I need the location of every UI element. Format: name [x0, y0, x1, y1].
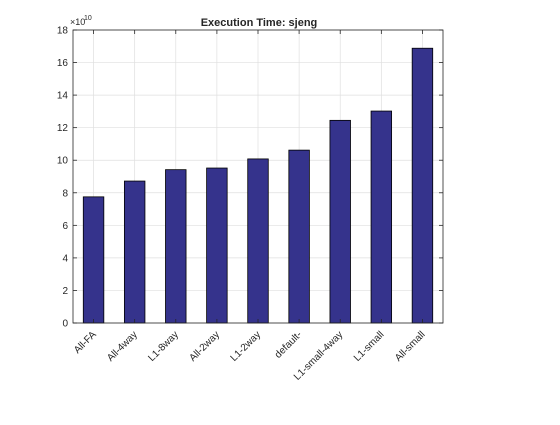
bar-All-FA: [82, 196, 105, 324]
y-tick-label: 12: [57, 123, 69, 134]
y-axis: 0 2 4 6 8 10 12 14 16 18: [57, 26, 443, 330]
bar-L1-2way: [247, 158, 269, 324]
bar-L1-small: [370, 110, 393, 324]
bar-default-: [288, 149, 310, 324]
chart-title: Execution Time: sjeng: [201, 17, 318, 29]
y-exponent-power: 10: [84, 15, 92, 22]
bar-All-small: [411, 47, 434, 324]
y-tick-label: 0: [62, 319, 68, 330]
bar-L1-small-4way: [329, 119, 351, 324]
bar-L1-8way: [165, 169, 187, 324]
y-exponent-label: ×10: [70, 17, 85, 27]
y-tick-label: 16: [57, 58, 69, 69]
y-tick-label: 18: [57, 26, 69, 37]
y-tick-label: 14: [57, 91, 69, 102]
bars: [82, 47, 434, 324]
y-tick-label: 4: [62, 253, 68, 264]
y-tick-label: 6: [62, 221, 68, 232]
y-tick-label: 2: [62, 286, 68, 297]
bar-All-4way: [123, 180, 146, 324]
bar-All-2way: [206, 167, 228, 324]
y-tick-label: 8: [62, 188, 68, 199]
y-tick-label: 10: [57, 156, 69, 167]
